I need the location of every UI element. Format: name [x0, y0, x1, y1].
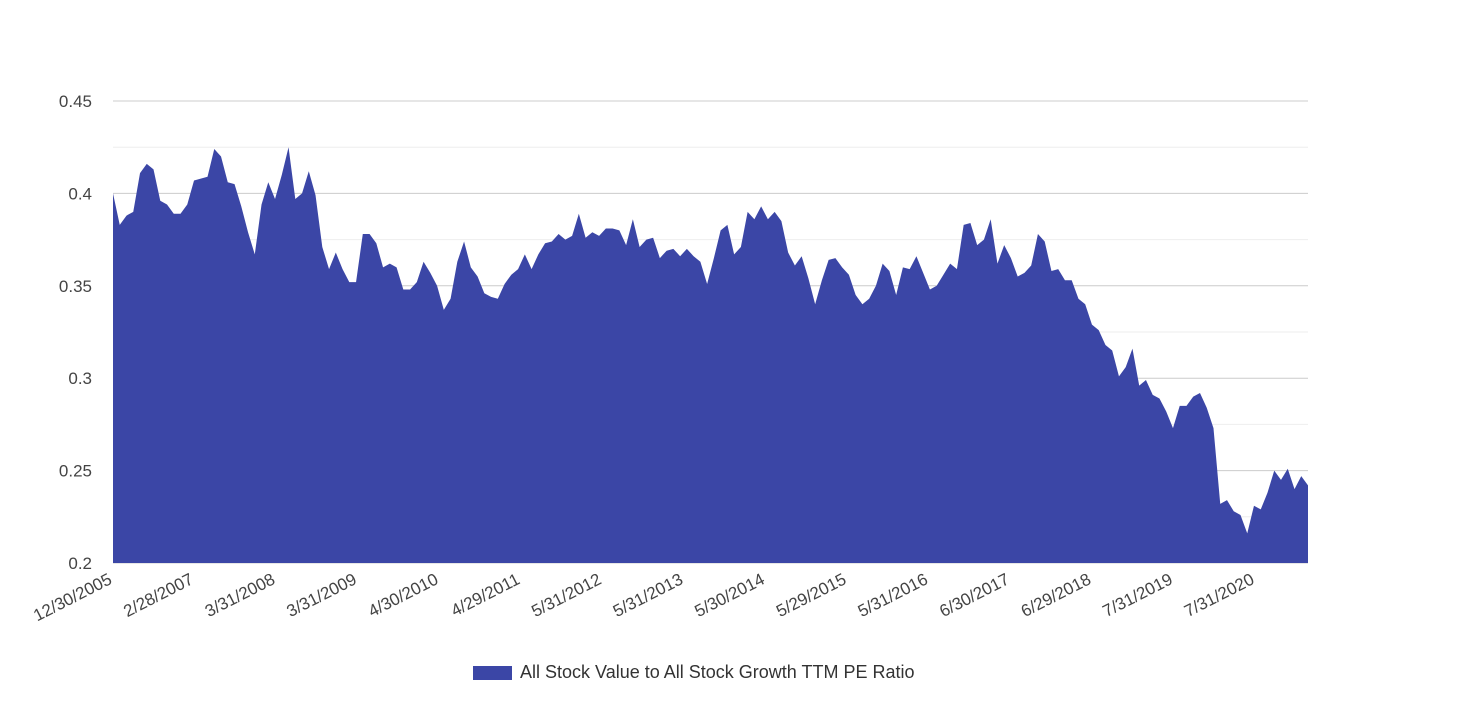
series-area — [113, 147, 1308, 563]
x-tick-label: 5/29/2015 — [773, 570, 849, 621]
y-tick-label: 0.25 — [59, 462, 92, 481]
y-tick-label: 0.2 — [68, 554, 92, 573]
y-tick-label: 0.4 — [68, 184, 92, 203]
x-tick-label: 7/31/2019 — [1100, 570, 1176, 621]
x-axis: 12/30/2005 2/28/2007 3/31/2008 3/31/2009 4/3… — [30, 570, 1257, 626]
x-tick-label: 2/28/2007 — [120, 570, 196, 621]
x-tick-label: 3/31/2009 — [284, 570, 360, 621]
legend-label: All Stock Value to All Stock Growth TTM … — [520, 662, 915, 682]
y-tick-label: 0.3 — [68, 369, 92, 388]
x-tick-label: 7/31/2020 — [1181, 570, 1257, 621]
legend-swatch — [473, 665, 512, 680]
x-tick-label: 5/30/2014 — [692, 570, 768, 621]
plot-area — [113, 147, 1308, 563]
x-tick-label: 4/29/2011 — [448, 570, 523, 621]
legend: All Stock Value to All Stock Growth TTM … — [473, 662, 914, 683]
x-tick-label: 5/31/2013 — [610, 570, 686, 621]
x-tick-label: 6/29/2018 — [1018, 570, 1094, 621]
x-tick-label: 5/31/2012 — [528, 570, 604, 621]
x-tick-label: 3/31/2008 — [202, 570, 278, 621]
x-tick-label: 5/31/2016 — [855, 570, 931, 621]
y-tick-label: 0.35 — [59, 277, 92, 296]
x-tick-label: 12/30/2005 — [30, 570, 114, 626]
x-tick-label: 4/30/2010 — [365, 570, 441, 621]
x-tick-label: 6/30/2017 — [936, 570, 1012, 621]
y-tick-label: 0.45 — [59, 92, 92, 111]
y-axis: 0.45 0.4 0.35 0.3 0.25 0.2 — [59, 92, 92, 573]
